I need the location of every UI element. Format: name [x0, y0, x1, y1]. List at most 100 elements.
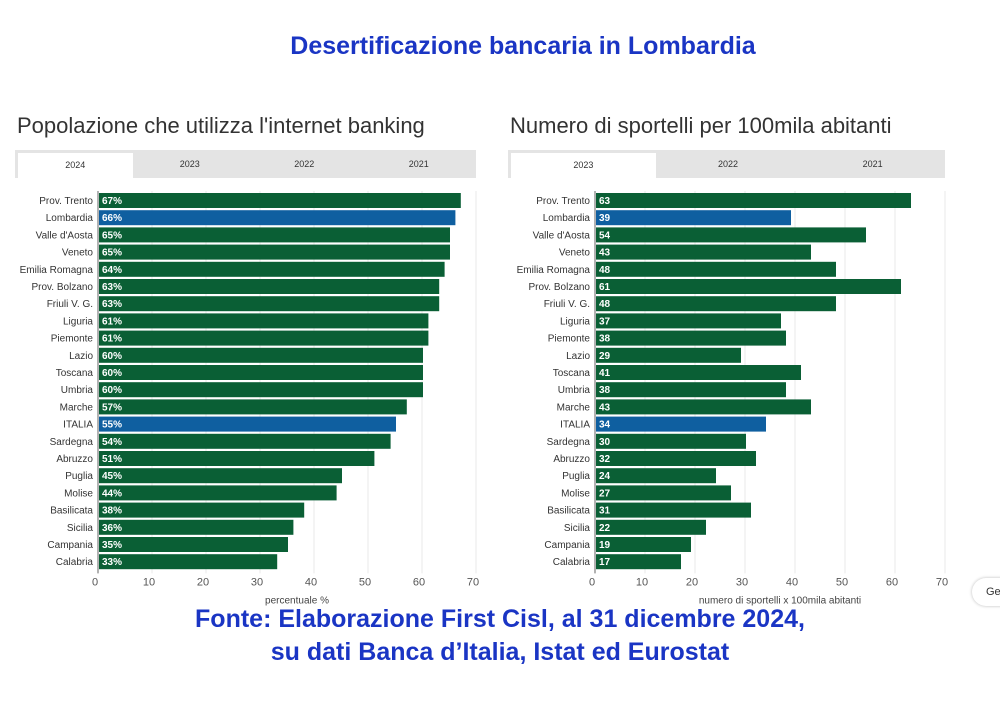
chart-sportelli: 0 10 20 30 40 50 60 70 Prov. Trento 63 Lombardia 39… [517, 191, 948, 606]
category-label: Basilicata [547, 506, 590, 517]
bar [99, 313, 429, 329]
data-label: 48 [599, 299, 611, 310]
bar [596, 193, 911, 208]
tab-2022[interactable]: 2022 [717, 159, 739, 169]
chart-title-internet-banking: Popolazione che utilizza l'internet bank… [17, 113, 425, 138]
category-label: Toscana [56, 368, 94, 379]
data-label: 60% [102, 385, 122, 396]
x-tick-label: 20 [686, 576, 698, 588]
data-label: 39 [599, 213, 611, 224]
data-label: 67% [102, 196, 122, 207]
category-label: Calabria [553, 557, 591, 568]
bar [99, 261, 445, 277]
bar [596, 433, 746, 449]
bar [596, 313, 781, 329]
bar [99, 416, 396, 432]
category-label: ITALIA [560, 420, 590, 431]
category-label: Campania [47, 540, 93, 551]
tab-2021[interactable]: 2021 [862, 159, 883, 169]
tab-2022[interactable]: 2022 [294, 159, 315, 169]
bar [99, 554, 278, 570]
category-label: Abruzzo [553, 454, 590, 465]
category-label: Calabria [56, 557, 94, 568]
source-line-2: su dati Banca d’Italia, Istat ed Eurosta… [270, 638, 730, 666]
data-label: 65% [102, 230, 122, 241]
data-label: 57% [102, 402, 122, 413]
tab-2023[interactable]: 2023 [179, 159, 200, 169]
bar [99, 227, 450, 243]
x-tick-label: 10 [636, 576, 648, 588]
data-label: 27 [599, 488, 611, 499]
data-label: 32 [599, 454, 611, 465]
category-label: Emilia Romagna [517, 265, 591, 276]
chart-title-sportelli: Numero di sportelli per 100mila abitanti [510, 113, 892, 138]
bar [99, 279, 440, 294]
bar [99, 485, 337, 501]
bar [596, 365, 801, 380]
category-label: Marche [60, 402, 94, 413]
category-label: Friuli V. G. [47, 299, 93, 310]
x-axis-title: percentuale % [265, 595, 329, 606]
category-label: Valle d'Aosta [533, 230, 591, 241]
x-tick-label: 0 [589, 576, 595, 588]
main-title: Desertificazione bancaria in Lombardia [290, 32, 756, 60]
x-tick-label: 20 [197, 576, 209, 588]
chart-internet-banking: 0 10 20 30 40 50 60 70 Prov. Trento 67% Lombardia 6… [20, 191, 479, 606]
bar [596, 485, 731, 501]
tab-2024[interactable]: 2024 [18, 153, 133, 178]
bar [99, 296, 440, 312]
x-tick-label: 10 [143, 576, 155, 588]
bar [596, 244, 811, 260]
category-label: Puglia [65, 471, 93, 482]
bar [596, 261, 836, 277]
data-label: 43 [599, 248, 611, 259]
category-label: Lazio [69, 351, 93, 362]
category-label: Lombardia [543, 213, 591, 224]
category-label: Sardegna [50, 437, 94, 448]
category-label: Marche [557, 402, 591, 413]
data-label: 61 [599, 282, 611, 293]
category-label: Lazio [566, 351, 590, 362]
data-label: 54 [599, 230, 611, 241]
data-label: 30 [599, 437, 611, 448]
category-label: Valle d'Aosta [36, 230, 94, 241]
bar [99, 210, 456, 226]
bar [99, 433, 391, 449]
data-label: 45% [102, 471, 122, 482]
bar [99, 399, 407, 415]
category-label: Liguria [63, 316, 93, 327]
bar [596, 330, 786, 346]
data-label: 35% [102, 540, 122, 551]
category-label: Veneto [62, 248, 94, 259]
x-tick-label: 0 [92, 576, 98, 588]
x-axis-title: numero di sportelli x 100mila abitanti [699, 595, 861, 606]
category-label: Toscana [553, 368, 591, 379]
x-tick-label: 30 [251, 576, 263, 588]
data-label: 54% [102, 437, 122, 448]
category-label: Prov. Bolzano [31, 282, 93, 293]
data-label: 44% [102, 488, 122, 499]
tab-2021[interactable]: 2021 [408, 159, 429, 169]
bar [596, 519, 706, 535]
data-label: 33% [102, 557, 122, 568]
year-tabs-left: 2024 2023 2022 2021 [15, 150, 476, 178]
category-label: Campania [544, 540, 590, 551]
x-tick-label: 60 [886, 576, 898, 588]
category-label: Puglia [562, 471, 590, 482]
data-label: 63 [599, 196, 611, 207]
category-label: Sicilia [564, 523, 591, 534]
data-label: 66% [102, 213, 122, 224]
bar [99, 468, 342, 484]
data-label: 17 [599, 557, 611, 568]
category-label: Lombardia [46, 213, 94, 224]
bar [596, 399, 811, 415]
bar [99, 244, 450, 260]
bar [99, 537, 288, 552]
bar [596, 382, 786, 398]
data-label: 65% [102, 248, 122, 259]
tab-2023[interactable]: 2023 [511, 153, 656, 178]
side-button[interactable]: Ge [972, 578, 1000, 606]
category-label: ITALIA [63, 420, 93, 431]
bar [596, 347, 741, 363]
bar [596, 468, 716, 484]
